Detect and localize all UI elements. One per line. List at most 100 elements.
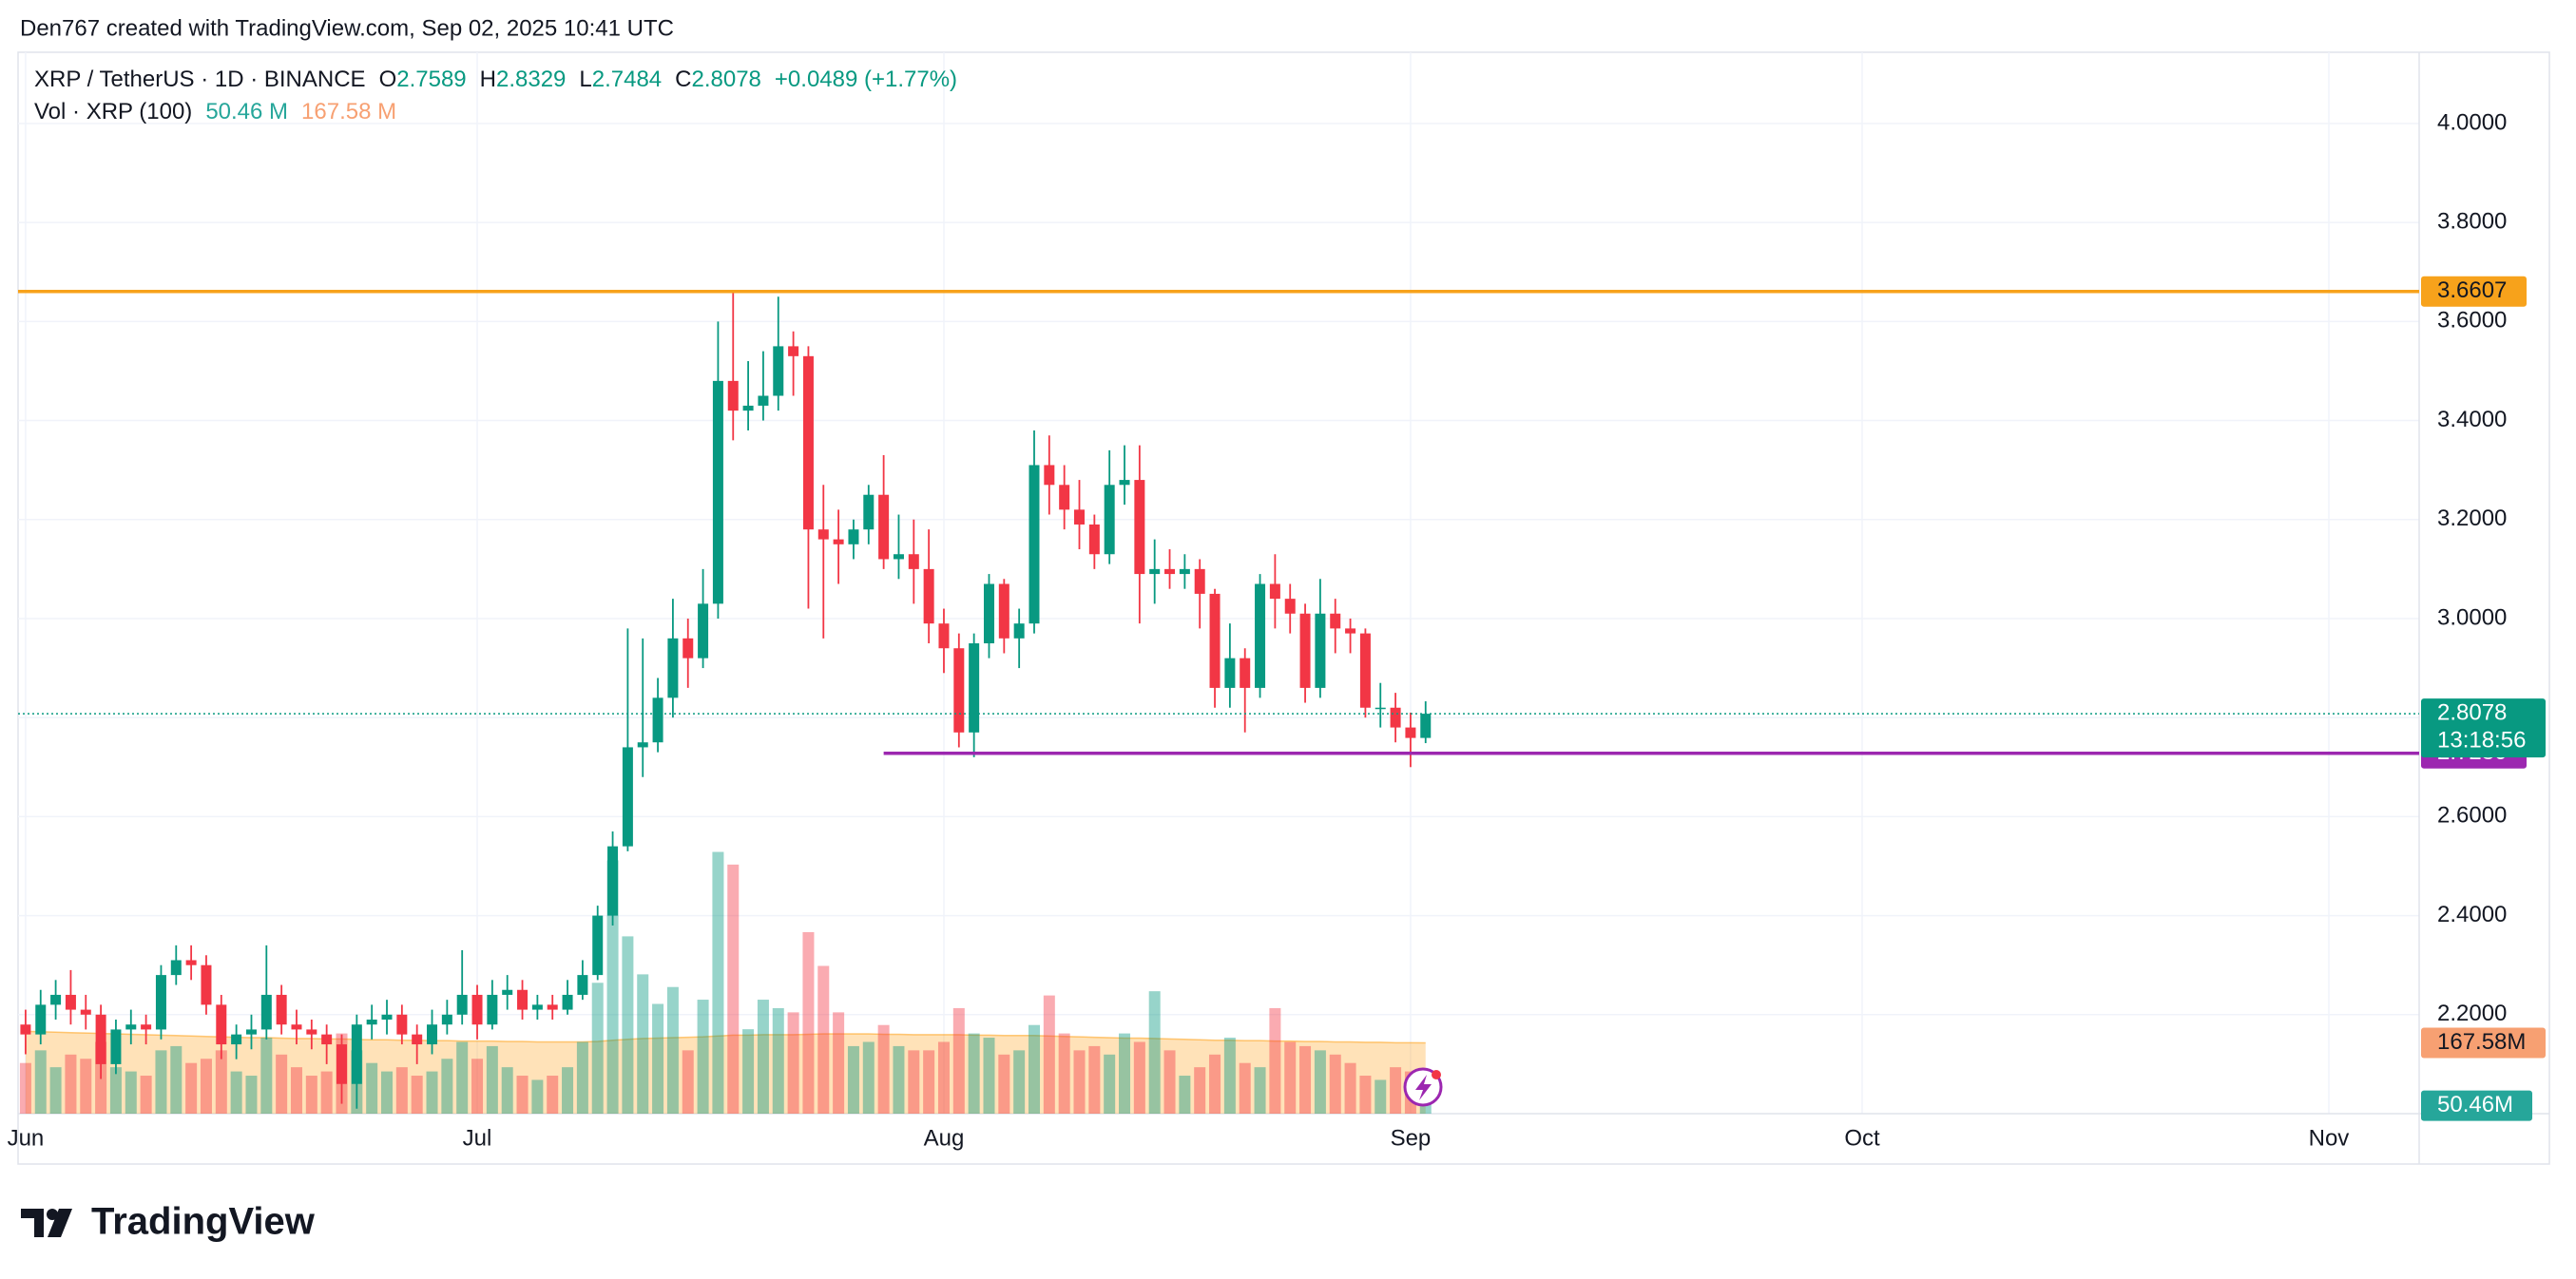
volume-bar bbox=[1119, 1033, 1131, 1114]
volume-bar bbox=[1073, 1050, 1086, 1114]
volume-bar bbox=[80, 1059, 92, 1114]
candle-body bbox=[1359, 633, 1371, 708]
candle-body bbox=[1119, 480, 1130, 486]
candle-body bbox=[1390, 707, 1401, 728]
ohlc-value: 2.8078 bbox=[692, 67, 761, 92]
candle-body bbox=[848, 529, 859, 544]
ohlc-label: O bbox=[379, 67, 397, 92]
candle-body bbox=[817, 529, 829, 540]
candle-body bbox=[50, 994, 62, 1005]
candle-body bbox=[336, 1044, 347, 1084]
candle-body bbox=[607, 846, 619, 916]
candle-body bbox=[155, 975, 166, 1030]
logo-mark bbox=[48, 1209, 72, 1237]
volume-bar bbox=[637, 974, 649, 1114]
last-price-label: 2.8078 bbox=[2437, 699, 2507, 725]
volume-bar bbox=[245, 1076, 258, 1114]
volume-bar bbox=[19, 1062, 31, 1114]
volume-bar bbox=[622, 936, 634, 1114]
candle-body bbox=[712, 380, 723, 604]
volume-bar bbox=[1013, 1050, 1026, 1114]
candle-body bbox=[1255, 583, 1266, 688]
volume-bar bbox=[772, 1007, 784, 1114]
volume-bar bbox=[547, 1076, 559, 1114]
candle-body bbox=[592, 915, 604, 976]
candle-body bbox=[1164, 568, 1176, 575]
candle-body bbox=[260, 994, 272, 1030]
volume-legend: Vol · XRP (100) 50.46 M 167.58 M bbox=[34, 99, 396, 124]
candle-body bbox=[1088, 524, 1100, 555]
candle-body bbox=[938, 623, 950, 649]
candle-body bbox=[1179, 568, 1190, 575]
icon-dot bbox=[1432, 1070, 1441, 1079]
y-tick-label: 3.4000 bbox=[2437, 407, 2507, 432]
candle-body bbox=[698, 603, 709, 659]
plot: 2.20002.40002.60002.80003.00003.20003.40… bbox=[8, 52, 2549, 1164]
volume-bar bbox=[185, 1062, 198, 1114]
volume-bar bbox=[968, 1033, 980, 1114]
candle-body bbox=[547, 1004, 558, 1010]
volume-bar bbox=[155, 1050, 167, 1114]
candle-body bbox=[652, 697, 663, 743]
candle-body bbox=[1209, 593, 1221, 688]
volume-bar bbox=[908, 1050, 920, 1114]
y-tick-label: 2.4000 bbox=[2437, 902, 2507, 927]
volume-bar bbox=[471, 1059, 484, 1114]
candle-body bbox=[110, 1029, 122, 1064]
level-label-box bbox=[2421, 276, 2527, 307]
volume-bar bbox=[200, 1059, 212, 1114]
candle-body bbox=[427, 1024, 438, 1045]
volume-bar bbox=[833, 1012, 845, 1114]
volume-bar bbox=[666, 986, 679, 1114]
last-price-box bbox=[2421, 698, 2546, 758]
logo-text: TradingView bbox=[91, 1201, 316, 1243]
candle-body bbox=[1405, 727, 1416, 738]
volume-bar bbox=[1375, 1079, 1387, 1114]
volume-bar bbox=[65, 1054, 77, 1114]
volume-ma-label: 167.58M bbox=[2437, 1029, 2526, 1055]
y-tick-label: 4.0000 bbox=[2437, 109, 2507, 135]
replay-icon[interactable] bbox=[1403, 1067, 1443, 1107]
volume-bar bbox=[230, 1071, 242, 1114]
candle-body bbox=[637, 742, 648, 748]
volume-bar bbox=[109, 1067, 122, 1114]
candle-body bbox=[802, 355, 814, 530]
volume-bar bbox=[395, 1067, 408, 1114]
volume-bar bbox=[998, 1054, 1010, 1114]
volume-bar bbox=[1179, 1076, 1191, 1114]
volume-bar bbox=[531, 1079, 544, 1114]
volume-bar bbox=[802, 931, 815, 1114]
chart-frame bbox=[17, 51, 2550, 1165]
candle-body bbox=[216, 1004, 227, 1045]
candle-body bbox=[1044, 465, 1055, 486]
candle-body bbox=[1013, 623, 1025, 639]
y-tick-label: 3.2000 bbox=[2437, 506, 2507, 531]
volume-bar bbox=[562, 1067, 574, 1114]
volume-bar bbox=[727, 864, 740, 1114]
volume-bar bbox=[742, 1029, 755, 1114]
candle-body bbox=[141, 1024, 152, 1030]
candle-body bbox=[1224, 658, 1236, 688]
volume-bar bbox=[712, 851, 724, 1114]
candle-body bbox=[291, 1024, 302, 1030]
candle-body bbox=[577, 975, 588, 995]
volume-bar bbox=[1390, 1067, 1402, 1114]
candle-body bbox=[1059, 485, 1070, 510]
volume-bar bbox=[893, 1045, 905, 1114]
candle-body bbox=[923, 568, 934, 624]
change: +0.0489 (+1.77%) bbox=[775, 67, 957, 92]
volume-bar bbox=[817, 965, 830, 1114]
y-tick-label: 2.6000 bbox=[2437, 803, 2507, 829]
candle-body bbox=[381, 1014, 393, 1021]
volume-bar bbox=[877, 1024, 890, 1114]
candle-body bbox=[95, 1014, 106, 1064]
volume-bar bbox=[1148, 991, 1161, 1114]
candle-body bbox=[1315, 613, 1326, 688]
candle-body bbox=[351, 1024, 362, 1084]
y-tick-label: 2.2000 bbox=[2437, 1001, 2507, 1026]
candle-body bbox=[471, 994, 483, 1025]
volume-value: 50.46 M bbox=[205, 99, 288, 124]
volume-bar bbox=[697, 1000, 709, 1114]
volume-bar bbox=[381, 1071, 394, 1114]
volume-bar bbox=[757, 1000, 769, 1114]
